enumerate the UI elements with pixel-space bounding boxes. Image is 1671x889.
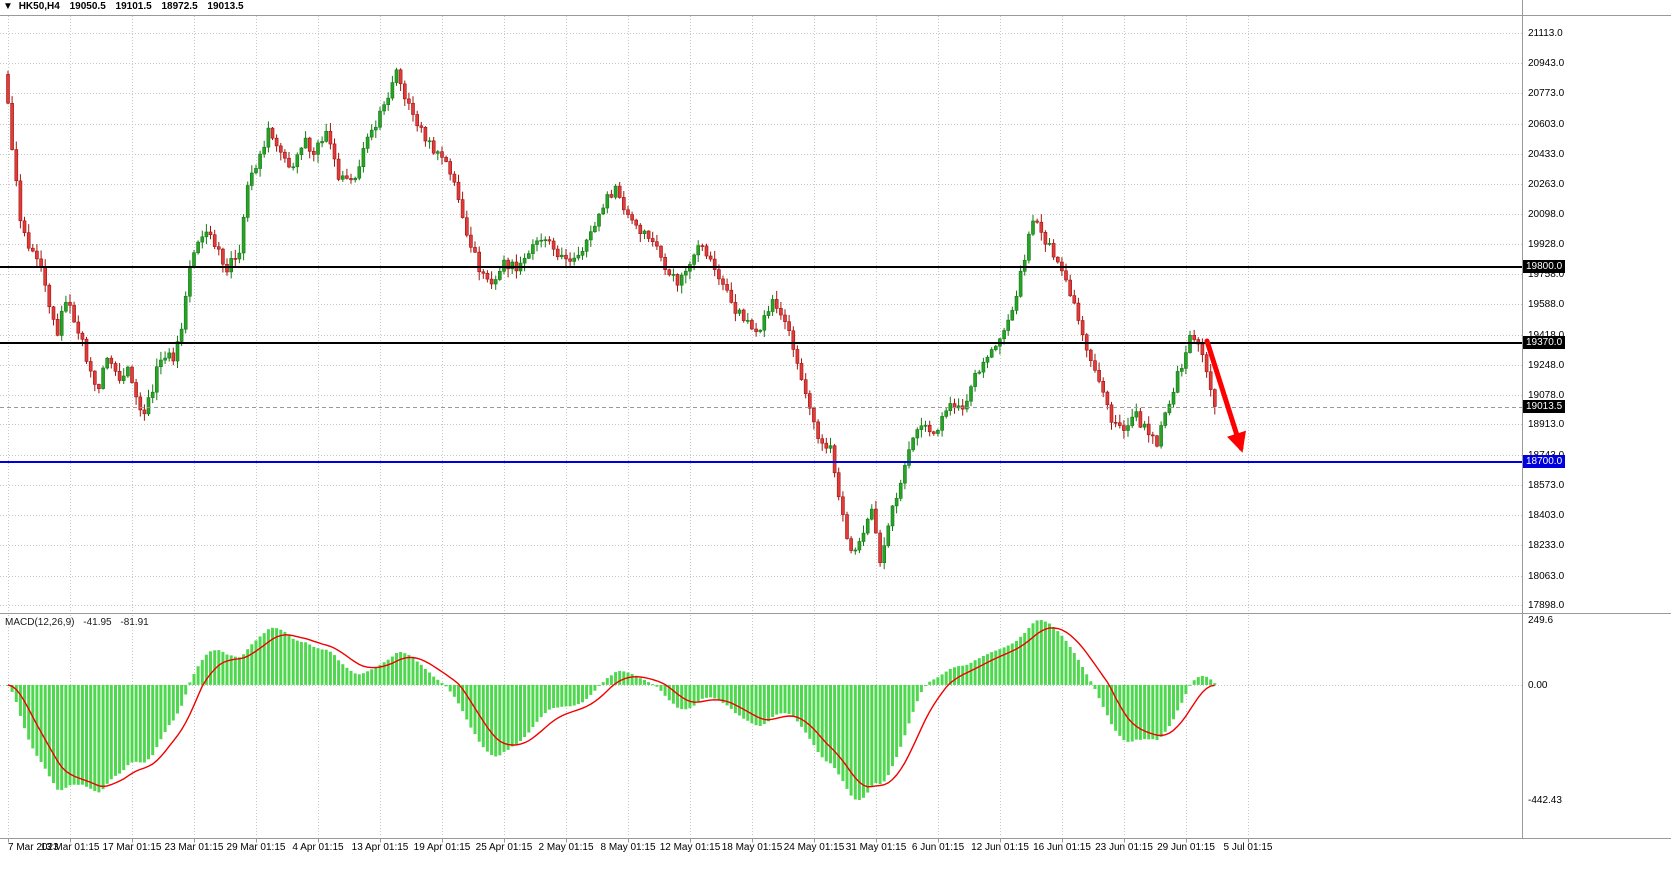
grid-layer [0,16,1522,836]
macd-signal-value: -81.91 [120,617,149,628]
quote-high: 19101.5 [115,1,152,12]
macd-params-label: MACD(12,26,9) [5,617,75,628]
macd-main-value: -41.95 [83,617,112,628]
quote-low: 18972.5 [161,1,198,12]
macd-signal-line [7,627,1215,788]
quote-close: 19013.5 [207,1,244,12]
macd-indicator-caption: MACD(12,26,9) -41.95 -81.91 [5,617,149,628]
candles-layer [6,67,1217,570]
trend-arrow-annotation[interactable] [1204,338,1246,453]
symbol-quote-bar[interactable]: ▼ HK50,H4 19050.5 19101.5 18972.5 19013.… [3,1,244,14]
panel-separators [0,0,1671,843]
symbol-dropdown-icon[interactable]: ▼ [3,1,13,12]
quote-open: 19050.5 [69,1,106,12]
symbol-name: HK50,H4 [18,1,60,12]
macd-histogram [6,620,1217,800]
